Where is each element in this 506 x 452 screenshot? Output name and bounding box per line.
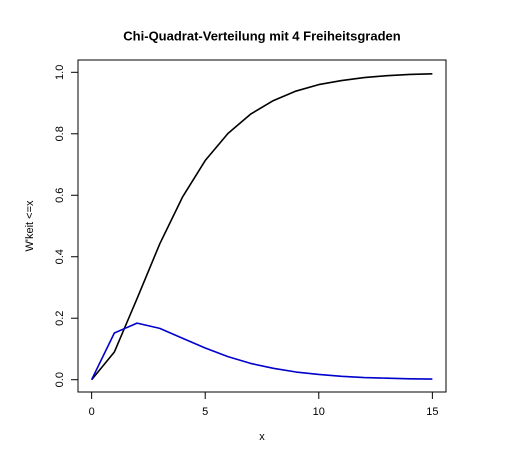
plot-frame [77,59,447,393]
data-line [91,73,433,381]
y-tick-label: 0.4 [54,249,66,264]
x-tick-label: 5 [202,406,208,418]
chart-title: Chi-Quadrat-Verteilung mit 4 Freiheitsgr… [123,28,400,43]
data-line [90,322,433,381]
y-axis-label: W'keit <=x [24,200,36,252]
y-tick-label: 0.0 [54,372,66,387]
y-tick-label: 0.6 [54,188,66,203]
x-tick-label: 0 [89,406,95,418]
x-tick-label: 10 [313,406,325,418]
y-tick-label: 0.8 [54,126,66,141]
x-axis-label: x [259,431,265,443]
y-tick-label: 0.2 [54,311,66,326]
y-tick-label: 1.0 [54,65,66,80]
x-tick-label: 15 [426,406,438,418]
